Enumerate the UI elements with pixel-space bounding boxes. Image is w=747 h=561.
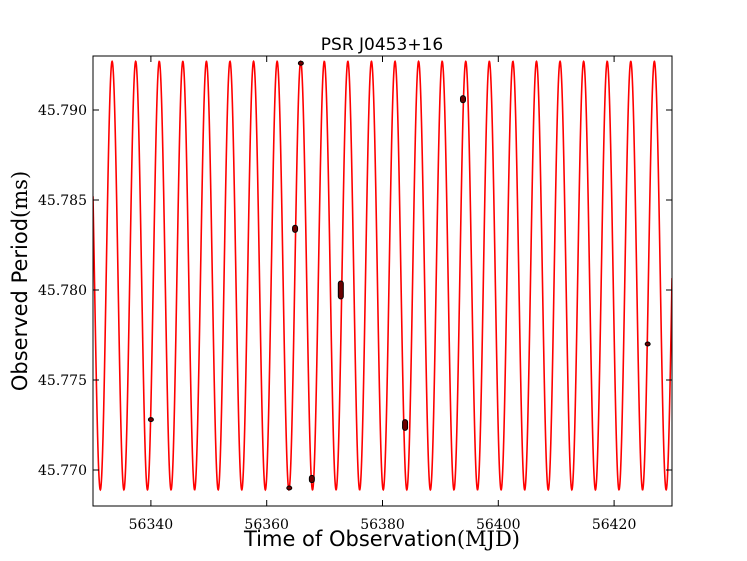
x-axis-label: Time of Observation(MJD) [243,527,520,551]
y-tick-label: 45.790 [38,103,87,119]
y-tick-label: 45.775 [38,373,87,389]
y-axis-label-text: Observed Period [8,218,32,391]
data-point [147,417,154,423]
data-point [402,419,409,431]
y-tick-label: 45.785 [38,193,87,209]
x-tick-label: 56340 [129,517,174,533]
data-point [337,280,344,300]
x-tick-label: 56380 [360,517,405,533]
data-point [644,341,651,347]
data-point [459,95,466,104]
y-tick-label: 45.770 [38,463,87,479]
y-axis-unit: (ms) [8,171,32,218]
data-point [308,474,315,484]
x-tick-label: 56420 [592,517,637,533]
data-point [292,224,299,233]
x-tick-label: 56400 [476,517,521,533]
y-tick-label: 45.780 [38,283,87,299]
y-axis-label: Observed Period(ms) [8,171,32,391]
model-curve [93,59,672,492]
x-axis-unit: (MJD) [457,527,520,551]
chart-title: PSR J0453+16 [321,35,443,55]
data-point [297,60,304,66]
data-point [286,485,293,491]
x-tick-label: 56360 [244,517,289,533]
x-axis-label-text: Time of Observation [243,527,457,551]
